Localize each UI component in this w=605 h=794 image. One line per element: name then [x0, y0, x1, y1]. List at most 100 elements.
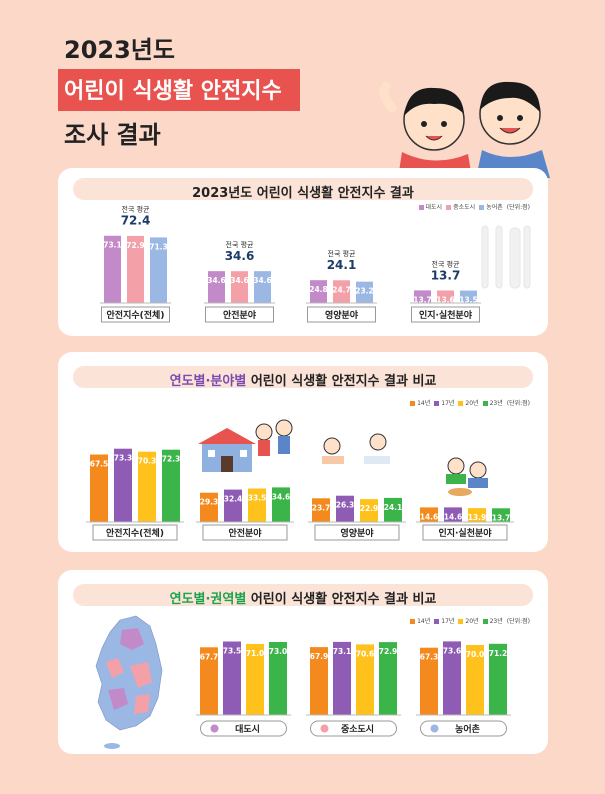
- category-label: 중소도시: [341, 724, 374, 735]
- bar-value-label: 24.1: [384, 503, 403, 512]
- chart-2-title-bar: [73, 366, 533, 388]
- bar: [127, 235, 144, 303]
- bar: [420, 507, 438, 522]
- category-label-box: [101, 306, 170, 323]
- category-dot: [210, 724, 219, 733]
- kids-playing-illustration: [446, 457, 488, 496]
- cutlery-icon: [481, 225, 531, 289]
- bar: [269, 642, 287, 715]
- legend-label: 대도시: [425, 204, 443, 211]
- bar-value-label: 26.3: [336, 501, 355, 510]
- category-label-box: [422, 524, 508, 541]
- bar: [310, 647, 328, 715]
- bar: [310, 280, 327, 303]
- bar: [200, 492, 218, 522]
- chart-2-title: 연도별·분야별 어린이 식생활 안전지수 결과 비교: [58, 370, 548, 389]
- bar-value-label: 71.0: [246, 649, 265, 658]
- legend-item-rural: 농어촌: [479, 202, 503, 211]
- bar: [312, 498, 330, 522]
- legend-label: 중소도시: [453, 204, 476, 211]
- avg-label: 전국 평균: [328, 249, 357, 258]
- chart-1-title-bar: [73, 178, 533, 200]
- category-label: 안전분야: [228, 527, 262, 539]
- chart-1-svg: 73.1 72.9 71.3 안전지수(전체) 34.6 34.6 34.6 안전분야 24.8…: [100, 205, 531, 323]
- bar-value-label: 72.9: [379, 647, 398, 656]
- chart-2-title-highlight: 연도별·분야별: [169, 374, 247, 389]
- chart-3-legend: 14년 17년 20년 23년 (단위:점): [410, 616, 530, 625]
- bar-value-label: 72.3: [162, 455, 181, 464]
- avg-value: 24.1: [327, 258, 357, 272]
- legend-item-23: 23년: [482, 616, 503, 625]
- bar-value-label: 67.5: [90, 460, 109, 469]
- legend-label: 17년: [441, 618, 455, 625]
- bar: [384, 497, 402, 522]
- legend-unit: (단위:점): [506, 618, 530, 625]
- legend-swatch: [434, 619, 440, 624]
- category-label: 안전분야: [223, 309, 257, 321]
- legend-unit: (단위:점): [506, 400, 530, 407]
- bar-value-label: 71.3: [149, 242, 168, 251]
- category-label-box: [200, 720, 287, 737]
- legend-label: 23년: [489, 400, 503, 407]
- category-label-box: [314, 524, 400, 541]
- chart-3-title: 연도별·권역별 어린이 식생활 안전지수 결과 비교: [58, 588, 548, 607]
- bar-value-label: 73.1: [103, 241, 122, 250]
- bar-value-label: 71.2: [489, 649, 508, 658]
- meal-illustration: [322, 433, 390, 464]
- bar: [437, 290, 454, 303]
- bar: [460, 290, 477, 303]
- header-title: 어린이 식생활 안전지수: [58, 69, 300, 111]
- avg-value: 72.4: [121, 214, 151, 228]
- bar-value-label: 13.7: [413, 295, 432, 304]
- legend-swatch: [482, 619, 488, 624]
- bar: [114, 448, 132, 522]
- bar-value-label: 34.6: [253, 276, 272, 285]
- avg-label: 전국 평균: [432, 259, 461, 268]
- bar: [200, 647, 218, 715]
- bar: [333, 280, 350, 303]
- bar-value-label: 13.6: [436, 295, 455, 304]
- bar-value-label: 34.6: [272, 492, 291, 501]
- bar: [360, 499, 378, 522]
- bar: [246, 644, 264, 715]
- chart-2-title-rest: 어린이 식생활 안전지수 결과 비교: [246, 374, 437, 389]
- bar: [443, 641, 461, 715]
- chart-1-legend: 대도시 중소도시 농어촌 (단위:점): [418, 202, 530, 211]
- category-label: 인지·실천분야: [438, 527, 492, 539]
- bar: [104, 235, 121, 303]
- chart-3-title-rest: 어린이 식생활 안전지수 결과 비교: [246, 592, 437, 607]
- category-label: 대도시: [235, 723, 260, 735]
- legend-swatch: [482, 401, 488, 406]
- legend-swatch: [410, 401, 416, 406]
- legend-label: 농어촌: [486, 204, 503, 211]
- legend-item-14: 14년: [410, 616, 430, 625]
- bar: [162, 449, 180, 522]
- bar: [272, 487, 290, 522]
- bar: [466, 645, 484, 715]
- bar: [248, 488, 266, 522]
- chart-panel-2: 연도별·분야별 어린이 식생활 안전지수 결과 비교 14년 17년 20년 2…: [58, 352, 548, 552]
- bar-value-label: 13.7: [492, 513, 511, 522]
- legend-label: 14년: [417, 400, 431, 407]
- bar-value-label: 29.3: [200, 498, 219, 507]
- category-label: 영양분야: [340, 527, 374, 539]
- bar: [150, 237, 167, 303]
- bar-value-label: 24.8: [309, 285, 328, 294]
- bar-value-label: 73.0: [269, 647, 288, 656]
- header-year: 2023년도: [64, 36, 175, 64]
- avg-label: 전국 평균: [226, 240, 255, 249]
- category-label: 인지·실천분야: [419, 309, 473, 321]
- bar: [90, 454, 108, 522]
- bar-value-label: 33.5: [248, 494, 267, 503]
- category-label: 안전지수(전체): [106, 527, 164, 539]
- category-dot: [430, 724, 439, 733]
- avg-label: 전국 평균: [122, 205, 151, 214]
- chart-2-svg: 67.5 73.3 70.3 72.3 안전지수(전체) 29.3 32.4 33.5 34.6…: [86, 419, 514, 541]
- legend-swatch: [418, 205, 424, 210]
- legend-swatch: [434, 401, 440, 406]
- bar: [356, 281, 373, 303]
- bar-value-label: 67.3: [420, 653, 439, 662]
- legend-swatch: [410, 619, 416, 624]
- legend-item-23: 23년: [482, 398, 503, 407]
- bar-value-label: 70.0: [466, 650, 485, 659]
